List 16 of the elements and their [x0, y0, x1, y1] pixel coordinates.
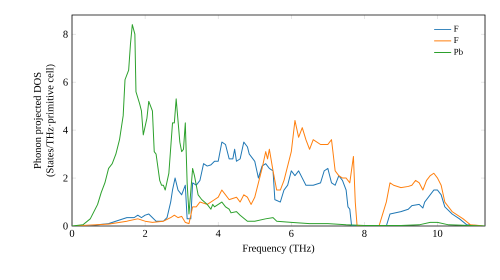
x-tick-label: 4	[216, 230, 221, 237]
legend-label: F	[454, 37, 458, 44]
y-tick-label: 8	[63, 30, 68, 38]
x-tick-label: 0	[70, 230, 74, 237]
legend-label: F	[454, 26, 458, 32]
legend-label: Pb	[454, 48, 463, 55]
y-tick-label: 0	[63, 222, 68, 230]
x-axis-title: Frequency (THz)	[242, 244, 314, 254]
x-tick-label: 10	[433, 230, 442, 237]
y-tick-label: 2	[63, 174, 68, 182]
y-tick-label: 4	[63, 126, 68, 134]
y-tick-label: 6	[63, 78, 68, 86]
x-tick-label: 6	[289, 230, 294, 237]
x-tick-label: 8	[362, 230, 367, 237]
y-axis-title: Phonon projected DOS (States/THz·primitive cell)	[34, 64, 56, 177]
x-tick-label: 2	[142, 230, 148, 237]
